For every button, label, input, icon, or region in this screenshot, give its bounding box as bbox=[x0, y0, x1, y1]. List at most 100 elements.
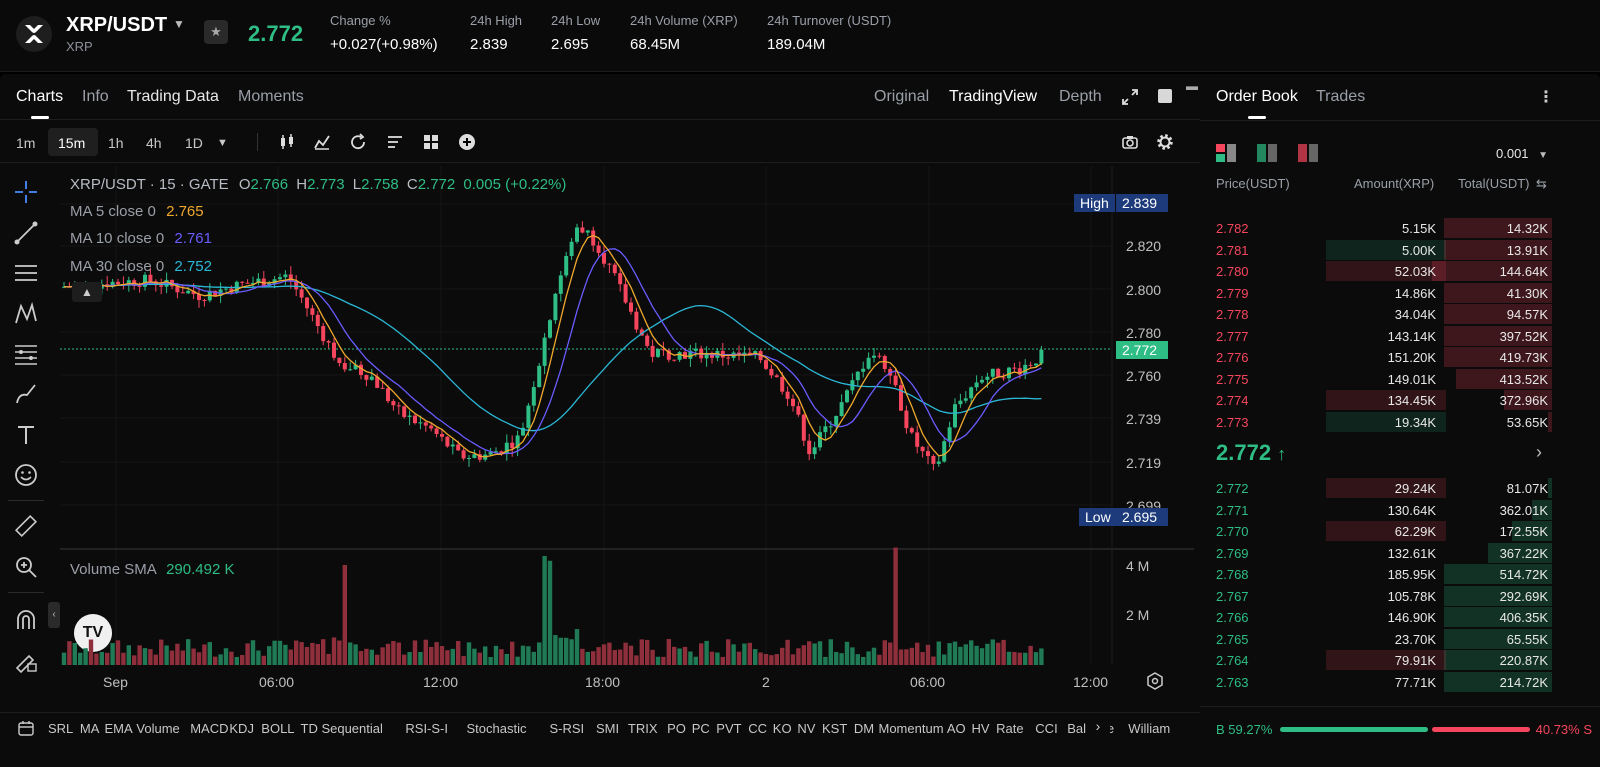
horizontal-lines-icon[interactable] bbox=[10, 257, 42, 289]
indicator-item[interactable]: KDJ bbox=[229, 721, 254, 736]
tab-order-book[interactable]: Order Book bbox=[1216, 88, 1298, 105]
bid-row[interactable]: 2.763 77.71K 214.72K bbox=[1200, 671, 1600, 692]
ask-row[interactable]: 2.774 134.45K 372.96K bbox=[1200, 389, 1600, 410]
ask-row[interactable]: 2.782 5.15K 14.32K bbox=[1200, 217, 1600, 238]
timeframe-15m[interactable]: 15m bbox=[58, 135, 86, 151]
favorite-star-icon[interactable]: ★ bbox=[204, 20, 228, 44]
view-tradingview[interactable]: TradingView bbox=[949, 88, 1038, 105]
indicator-item[interactable]: Stochastic bbox=[466, 721, 527, 736]
bid-row[interactable]: 2.772 29.24K 81.07K bbox=[1200, 477, 1600, 498]
tab-trading-data[interactable]: Trading Data bbox=[127, 88, 219, 105]
indicator-item[interactable]: Rate bbox=[996, 721, 1024, 736]
indicator-item[interactable]: CC bbox=[748, 721, 767, 736]
ask-row[interactable]: 2.780 52.03K 144.64K bbox=[1200, 260, 1600, 281]
tab-charts[interactable]: Charts bbox=[16, 88, 64, 105]
timeframe-4h[interactable]: 4h bbox=[146, 135, 162, 151]
ask-row[interactable]: 2.775 149.01K 413.52K bbox=[1200, 368, 1600, 389]
tab-moments[interactable]: Moments bbox=[238, 88, 304, 105]
more-menu-icon[interactable]: ⋮ bbox=[1538, 89, 1554, 106]
layouts-grid-icon[interactable] bbox=[422, 133, 440, 156]
lock-drawings-icon[interactable] bbox=[10, 645, 42, 677]
timeframe-1h[interactable]: 1h bbox=[108, 135, 124, 151]
pair-selector[interactable]: XRP/USDT bbox=[66, 14, 168, 36]
indicator-item[interactable]: William bbox=[1128, 721, 1171, 736]
indicator-item[interactable]: KST bbox=[822, 721, 848, 736]
crosshair-icon[interactable] bbox=[10, 176, 42, 208]
indicators-icon[interactable] bbox=[313, 133, 331, 156]
indicator-item[interactable]: S-RSI bbox=[549, 721, 585, 736]
precision-selector[interactable]: 0.001 ▼ bbox=[1496, 146, 1549, 161]
bid-row[interactable]: 2.766 146.90K 406.35K bbox=[1200, 606, 1600, 627]
tab-trades[interactable]: Trades bbox=[1316, 88, 1366, 105]
zoom-in-icon[interactable] bbox=[10, 551, 42, 583]
tab-info[interactable]: Info bbox=[82, 88, 109, 105]
indicator-item[interactable]: Momentum bbox=[878, 721, 944, 736]
indicator-item[interactable]: TD Sequential bbox=[300, 721, 383, 736]
ask-row[interactable]: 2.779 14.86K 41.30K bbox=[1200, 282, 1600, 303]
indicator-item[interactable]: CCI bbox=[1035, 721, 1058, 736]
indicator-item[interactable]: BOLL bbox=[261, 721, 295, 736]
calendar-icon[interactable] bbox=[18, 720, 34, 741]
bid-row[interactable]: 2.764 79.91K 220.87K bbox=[1200, 649, 1600, 670]
indicator-item[interactable]: PVT bbox=[716, 721, 742, 736]
timeframe-1d[interactable]: 1D bbox=[185, 135, 203, 151]
fib-levels-icon[interactable] bbox=[10, 338, 42, 370]
indicator-item[interactable]: PO bbox=[667, 721, 686, 736]
candlestick-chart[interactable] bbox=[0, 0, 1200, 767]
bid-row[interactable]: 2.768 185.95K 514.72K bbox=[1200, 563, 1600, 584]
ask-row[interactable]: 2.773 19.34K 53.65K bbox=[1200, 411, 1600, 432]
ask-row[interactable]: 2.777 143.14K 397.52K bbox=[1200, 325, 1600, 346]
brush-icon[interactable] bbox=[10, 378, 42, 410]
indicator-item[interactable]: MACD bbox=[190, 721, 229, 736]
indicator-item[interactable]: KO bbox=[772, 721, 792, 736]
indicator-item[interactable]: Volume bbox=[136, 721, 180, 736]
ruler-icon[interactable] bbox=[10, 510, 42, 542]
view-original[interactable]: Original bbox=[874, 88, 930, 105]
indicator-item[interactable]: EMA bbox=[104, 721, 133, 736]
bid-row[interactable]: 2.765 23.70K 65.55K bbox=[1200, 628, 1600, 649]
candle-type-icon[interactable] bbox=[278, 133, 296, 156]
indicator-item[interactable]: AO bbox=[946, 721, 966, 736]
collapse-toolbar-icon[interactable]: ‹ bbox=[48, 602, 60, 628]
templates-icon[interactable] bbox=[386, 133, 404, 156]
scroll-right-icon[interactable]: › bbox=[1086, 718, 1110, 738]
screenshot-camera-icon[interactable] bbox=[1121, 133, 1139, 156]
bid-row[interactable]: 2.771 130.64K 362.01K bbox=[1200, 499, 1600, 520]
trend-line-icon[interactable] bbox=[10, 217, 42, 249]
bid-row[interactable]: 2.769 132.61K 367.22K bbox=[1200, 542, 1600, 563]
view-both-icon[interactable] bbox=[1216, 144, 1236, 167]
indicator-item[interactable]: PC bbox=[691, 721, 710, 736]
ask-row[interactable]: 2.778 34.04K 94.57K bbox=[1200, 303, 1600, 324]
magnet-icon[interactable] bbox=[10, 604, 42, 636]
indicator-item[interactable]: DM bbox=[853, 721, 875, 736]
bid-row[interactable]: 2.770 62.29K 172.55K bbox=[1200, 520, 1600, 541]
chevron-right-icon[interactable]: › bbox=[1536, 442, 1542, 462]
emoji-icon[interactable] bbox=[10, 459, 42, 491]
axis-settings-icon[interactable] bbox=[1146, 672, 1164, 695]
view-asks-icon[interactable] bbox=[1298, 144, 1318, 167]
swap-columns-icon[interactable]: ⇆ bbox=[1536, 176, 1547, 191]
view-depth[interactable]: Depth bbox=[1059, 88, 1102, 105]
pair-dropdown-icon[interactable]: ▼ bbox=[173, 17, 185, 31]
view-bids-icon[interactable] bbox=[1257, 144, 1277, 167]
timeframe-dropdown-icon[interactable]: ▼ bbox=[217, 137, 228, 149]
indicator-item[interactable]: MA bbox=[79, 721, 100, 736]
indicator-item[interactable]: TRIX bbox=[627, 721, 658, 736]
fullscreen-icon[interactable] bbox=[1121, 88, 1139, 106]
collapse-legend-icon[interactable]: ▲ bbox=[72, 282, 102, 302]
replay-icon[interactable] bbox=[349, 133, 367, 156]
text-tool-icon[interactable] bbox=[10, 419, 42, 451]
bid-row[interactable]: 2.767 105.78K 292.69K bbox=[1200, 585, 1600, 606]
chart-settings-gear-icon[interactable] bbox=[1156, 133, 1174, 156]
ask-row[interactable]: 2.776 151.20K 419.73K bbox=[1200, 346, 1600, 367]
layout-square-icon[interactable] bbox=[1158, 89, 1172, 103]
timeframe-1m[interactable]: 1m bbox=[16, 135, 36, 151]
pattern-icon[interactable] bbox=[10, 298, 42, 330]
indicator-item[interactable]: RSI-S-I bbox=[405, 721, 449, 736]
indicator-item[interactable]: NV bbox=[797, 721, 816, 736]
ask-row[interactable]: 2.781 5.00K 13.91K bbox=[1200, 239, 1600, 260]
add-plus-icon[interactable] bbox=[458, 133, 476, 156]
indicator-item[interactable]: SMI bbox=[596, 721, 620, 736]
indicator-item[interactable]: SRL bbox=[48, 721, 74, 736]
indicator-item[interactable]: HV bbox=[971, 721, 990, 736]
